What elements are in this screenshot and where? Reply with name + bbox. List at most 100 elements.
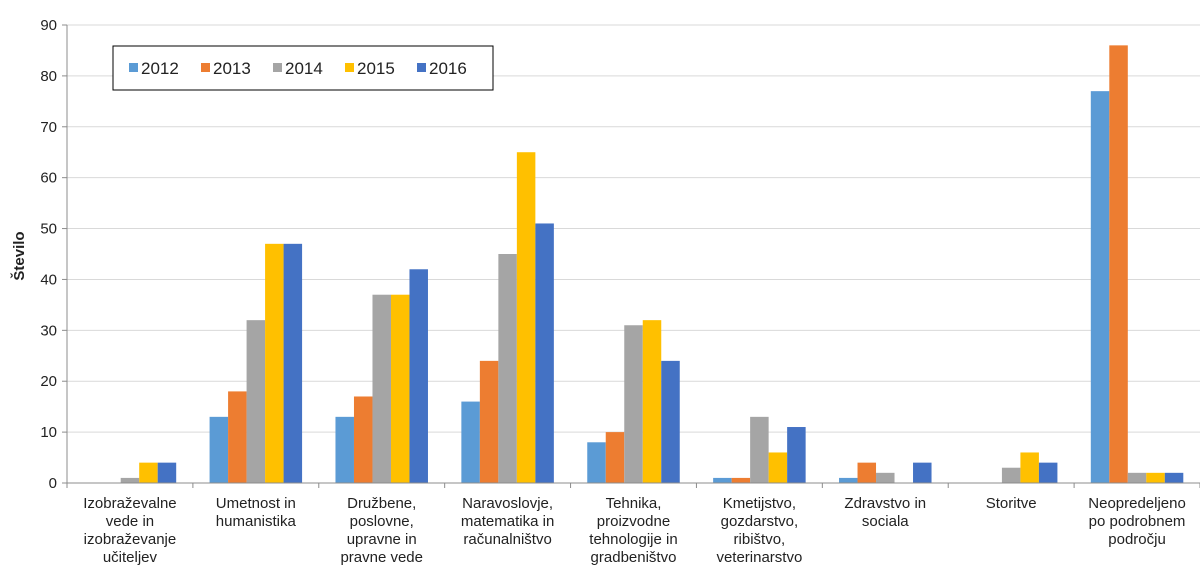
- y-tick-label: 40: [40, 271, 57, 288]
- bar-2016: [1038, 462, 1058, 483]
- y-tick-label: 30: [40, 322, 57, 339]
- bar-2012: [335, 416, 354, 483]
- legend-swatch: [129, 63, 138, 72]
- bar-2016: [1164, 472, 1184, 483]
- bar-2012: [461, 401, 480, 483]
- y-tick-label: 50: [40, 221, 57, 238]
- category-label-line: vede in: [106, 513, 154, 530]
- bar-2015: [516, 152, 536, 483]
- y-tick-label: 10: [40, 424, 57, 441]
- legend-label: 2013: [213, 59, 251, 78]
- category-label-line: humanistika: [216, 513, 297, 530]
- bar-2013: [731, 477, 751, 483]
- bar-2015: [768, 452, 788, 483]
- bar-2013: [605, 432, 625, 483]
- y-tick-label: 20: [40, 373, 57, 390]
- bar-2012: [587, 442, 606, 483]
- category-label-line: računalništvo: [463, 531, 551, 548]
- y-tick-label: 70: [40, 119, 57, 136]
- category-label-line: sociala: [862, 513, 909, 530]
- bar-2015: [642, 320, 662, 483]
- bar-2016: [661, 360, 680, 483]
- bar-2016: [913, 462, 932, 483]
- bar-2015: [139, 462, 158, 483]
- legend-label: 2016: [429, 59, 467, 78]
- category-label-line: gradbeništvo: [591, 549, 677, 566]
- category-label-line: ribištvo,: [734, 531, 786, 548]
- category-label-line: veterinarstvo: [716, 549, 802, 566]
- bar-2012: [839, 477, 858, 483]
- bar-2015: [390, 294, 410, 483]
- bar-2014: [624, 325, 643, 483]
- y-axis-title: Število: [10, 231, 28, 280]
- bar-2016: [535, 223, 554, 483]
- category-label-line: pravne vede: [340, 549, 423, 566]
- bar-2013: [228, 391, 247, 483]
- bar-2015: [265, 243, 284, 483]
- y-tick-label: 0: [49, 475, 57, 492]
- bar-2012: [1090, 91, 1110, 484]
- legend-label: 2014: [285, 59, 323, 78]
- bar-2013: [1109, 45, 1128, 483]
- category-label-line: upravne in: [347, 531, 417, 548]
- bar-2014: [1127, 472, 1147, 483]
- legend-swatch: [201, 63, 210, 72]
- bar-2016: [283, 243, 303, 483]
- legend-swatch: [273, 63, 282, 72]
- axes: [62, 24, 1200, 488]
- bar-2013: [353, 396, 373, 483]
- category-label-line: Storitve: [986, 495, 1037, 512]
- y-tick-label: 60: [40, 170, 57, 187]
- bar-2014: [498, 254, 517, 483]
- bar-2014: [876, 472, 895, 483]
- category-label-line: izobraževanje: [84, 531, 177, 548]
- bar-2014: [1001, 467, 1021, 483]
- category-label-line: Izobraževalne: [83, 495, 176, 512]
- bar-2016: [787, 427, 806, 483]
- legend-swatch: [417, 63, 426, 72]
- legend-label: 2015: [357, 59, 395, 78]
- bar-2016: [409, 269, 428, 483]
- y-tick-labels: 0 10 20 30 40 50 60 70 80 90: [40, 17, 57, 492]
- category-label-line: Neopredeljeno: [1088, 495, 1186, 512]
- bars: [120, 45, 1184, 484]
- category-label-line: Družbene,: [347, 495, 416, 512]
- category-label: Storitve: [986, 495, 1037, 512]
- category-label-line: Kmetijstvo,: [723, 495, 796, 512]
- legend-swatch: [345, 63, 354, 72]
- category-label: Kmetijstvo,gozdarstvo,ribištvo,veterinar…: [716, 495, 802, 566]
- legend: 2012 2013 2014 2015 2016: [112, 45, 494, 91]
- y-tick-label: 90: [40, 17, 57, 34]
- bar-2013: [479, 360, 499, 483]
- bar-2016: [157, 462, 177, 483]
- category-label-line: Tehnika,: [606, 495, 662, 512]
- category-label-line: poslovne,: [350, 513, 414, 530]
- category-label-line: Umetnost in: [216, 495, 296, 512]
- bar-2012: [209, 416, 229, 483]
- legend-label: 2012: [141, 59, 179, 78]
- bar-2014: [372, 294, 391, 483]
- category-label-line: gozdarstvo,: [721, 513, 799, 530]
- category-label-line: proizvodne: [597, 513, 670, 530]
- bar-2014: [750, 416, 769, 483]
- bar-2015: [1146, 472, 1165, 483]
- category-label-line: področju: [1108, 531, 1166, 548]
- category-label-line: Naravoslovje,: [462, 495, 553, 512]
- legend-box: [112, 45, 494, 91]
- bar-2012: [713, 477, 732, 483]
- category-label-line: tehnologije in: [589, 531, 677, 548]
- bar-2014: [120, 477, 140, 483]
- y-tick-label: 80: [40, 68, 57, 85]
- bar-2014: [246, 320, 266, 483]
- category-label-line: matematika in: [461, 513, 554, 530]
- category-label-line: učiteljev: [103, 549, 158, 566]
- bar-2015: [1020, 452, 1039, 483]
